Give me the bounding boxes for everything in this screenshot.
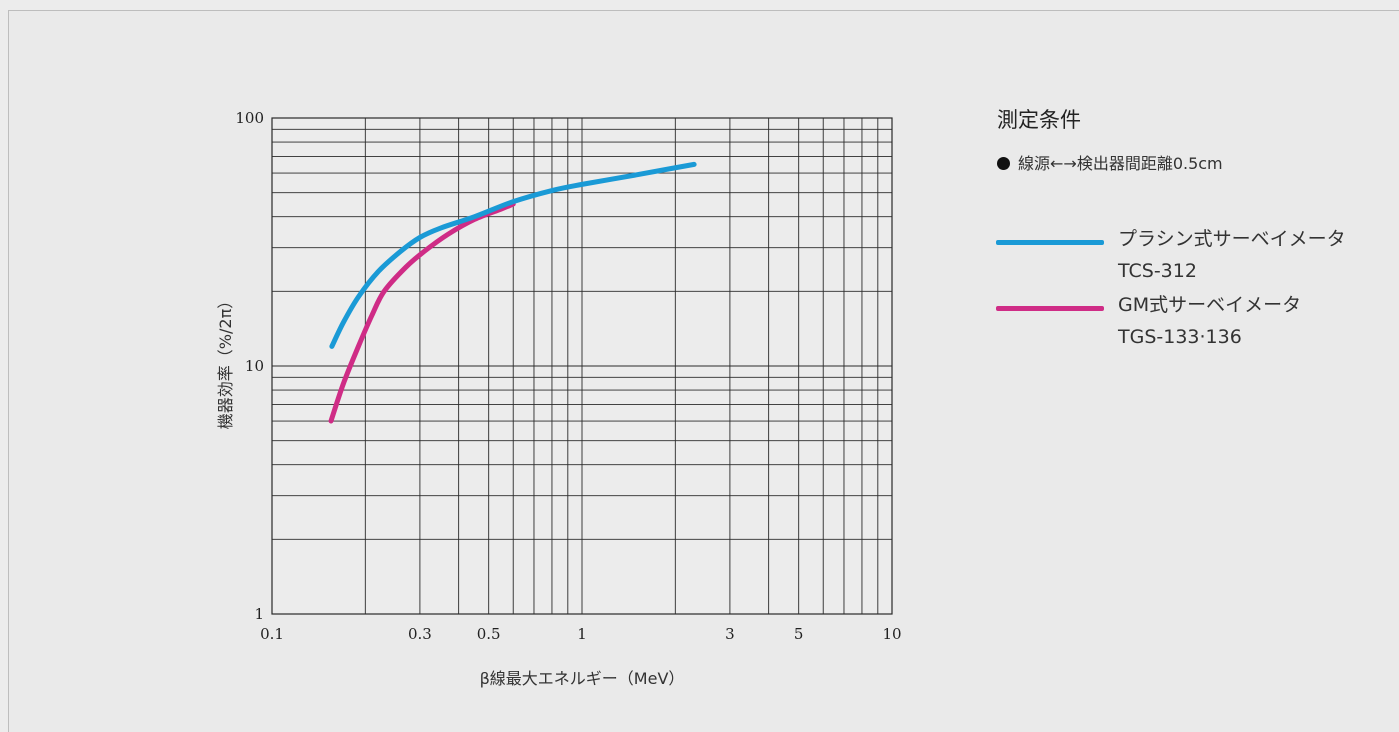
bullet-icon (997, 157, 1010, 170)
x-tick-label: 3 (725, 625, 735, 643)
x-tick-label: 0.5 (477, 625, 501, 643)
legend-swatch-tgs (996, 306, 1104, 311)
legend-model-tgs: TGS-133·136 (1118, 326, 1242, 348)
chart-series (328, 161, 697, 424)
legend-name-tgs: GM式サーベイメータ (1118, 294, 1302, 316)
efficiency-chart: 0.1 0.3 0.5 1 3 5 10 1 10 100 β線最大エネルギー（MeV） 機器効率… (216, 109, 902, 688)
series-line-tcs (329, 161, 697, 349)
conditions-item: 線源←→検出器間距離0.5cm (997, 150, 1223, 174)
measurement-conditions: 測定条件 線源←→検出器間距離0.5cm (997, 104, 1223, 174)
legend-swatch-tcs (996, 240, 1104, 245)
y-tick-label: 1 (254, 605, 264, 623)
conditions-item-text: 線源←→検出器間距離0.5cm (1018, 154, 1223, 173)
legend-model-tcs: TCS-312 (1118, 260, 1197, 282)
y-axis-label: 機器効率（%/2π） (216, 293, 235, 429)
x-tick-label: 0.3 (408, 625, 432, 643)
x-tick-label: 5 (794, 625, 804, 643)
conditions-title: 測定条件 (997, 108, 1081, 132)
chart-grid (271, 117, 893, 615)
x-tick-label: 1 (577, 625, 587, 643)
chart-ticks: 0.1 0.3 0.5 1 3 5 10 1 10 100 (235, 109, 901, 643)
figure-frame: 0.1 0.3 0.5 1 3 5 10 1 10 100 β線最大エネルギー（MeV） 機器効率… (8, 10, 1399, 732)
x-tick-label: 0.1 (260, 625, 284, 643)
x-axis-label: β線最大エネルギー（MeV） (480, 669, 685, 688)
legend-name-tcs: プラシン式サーベイメータ (1118, 228, 1346, 250)
x-tick-label: 10 (882, 625, 901, 643)
y-tick-label: 10 (245, 357, 264, 375)
y-tick-label: 100 (235, 109, 264, 127)
